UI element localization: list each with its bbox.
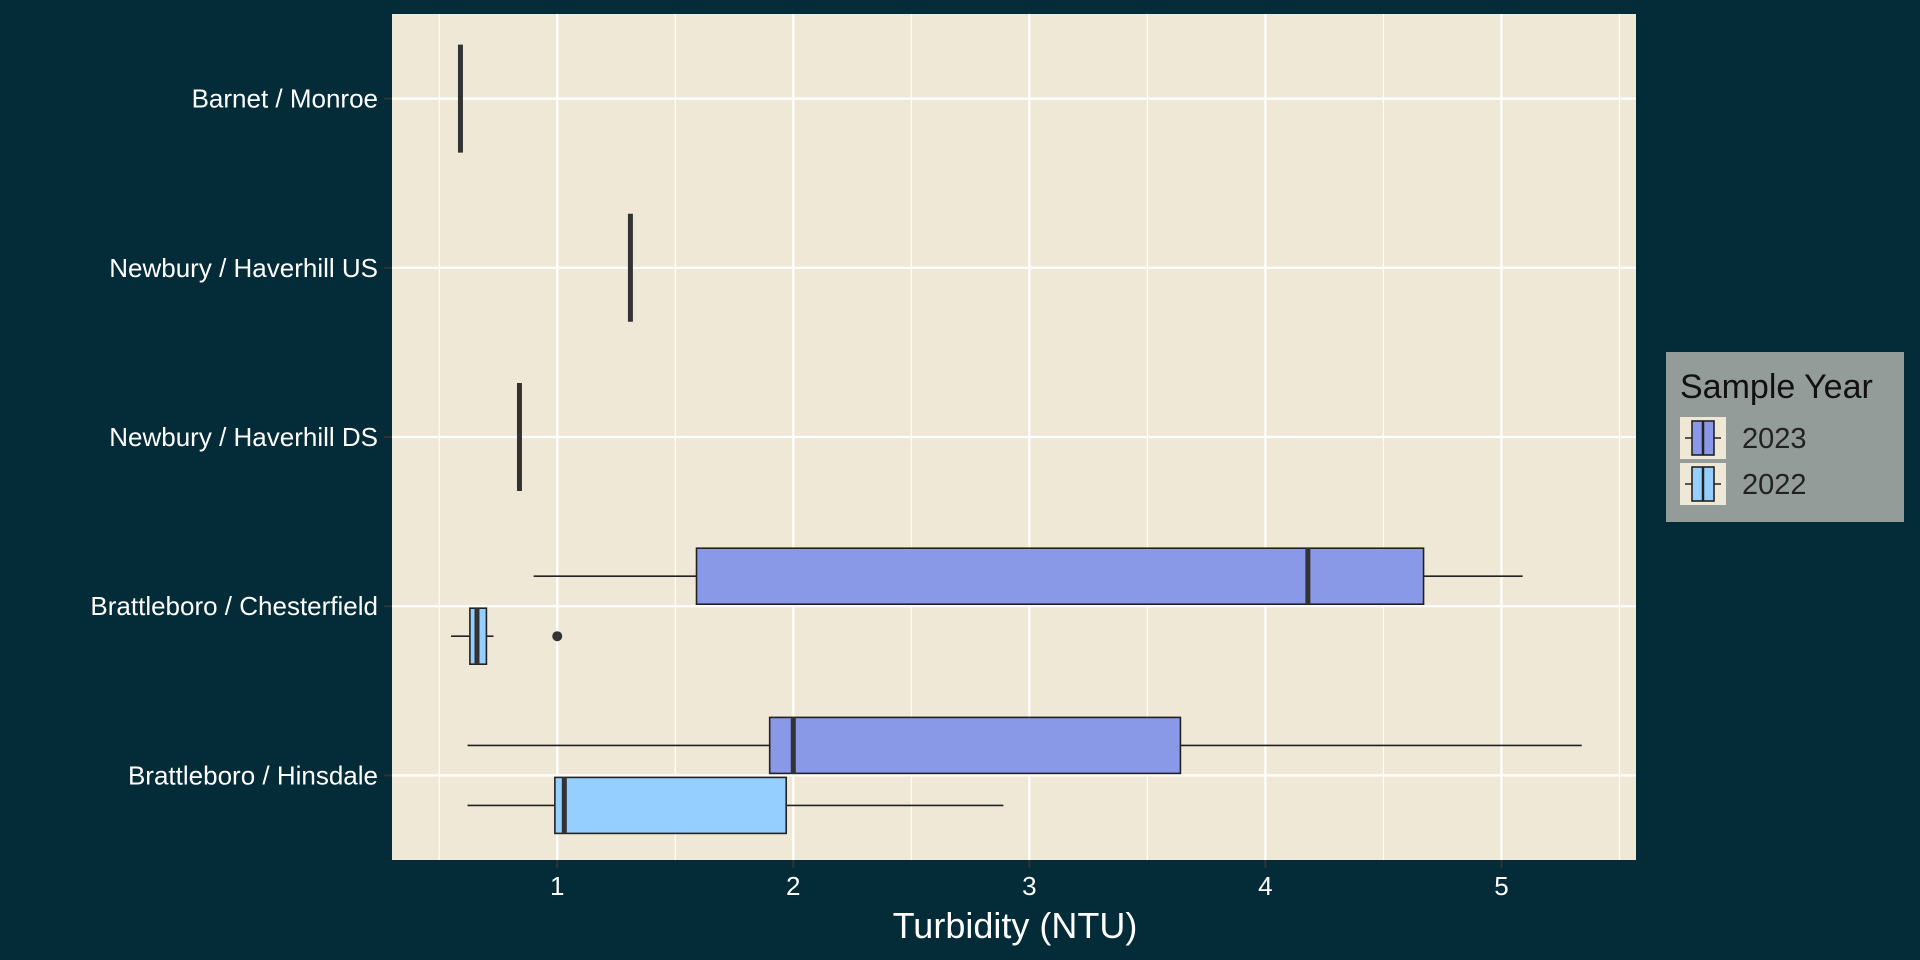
x-tick-label: 2 — [786, 871, 800, 901]
x-axis-title: Turbidity (NTU) — [893, 905, 1138, 946]
legend-entry: 2022 — [1680, 463, 1807, 505]
legend-entry: 2023 — [1680, 417, 1807, 459]
x-axis-ticks: 1 2 3 4 5 — [550, 860, 1509, 901]
box-iqr — [554, 776, 788, 835]
box-iqr — [695, 547, 1425, 606]
x-tick-label: 5 — [1494, 871, 1508, 901]
box-2022 — [467, 776, 1004, 835]
box-2022 — [451, 607, 563, 666]
y-tick-label: Barnet / Monroe — [192, 84, 378, 114]
y-tick-label: Brattleboro / Chesterfield — [90, 591, 378, 621]
box-elements — [451, 44, 1582, 835]
box-2023 — [467, 716, 1582, 775]
legend-entries: 2023 2022 — [1680, 417, 1807, 505]
legend-label: 2022 — [1742, 469, 1807, 501]
x-tick-label: 4 — [1258, 871, 1272, 901]
y-tick-label: Brattleboro / Hinsdale — [128, 760, 378, 790]
x-tick-label: 1 — [550, 871, 564, 901]
outlier-point — [552, 631, 563, 642]
legend-label: 2023 — [1742, 423, 1807, 455]
x-tick-label: 3 — [1022, 871, 1036, 901]
y-tick-label: Newbury / Haverhill DS — [109, 422, 378, 452]
legend: Sample Year 2023 2022 — [1666, 352, 1904, 522]
legend-title: Sample Year — [1680, 368, 1873, 406]
box-2023 — [533, 547, 1523, 606]
y-axis-labels: Barnet / Monroe Newbury / Haverhill US New… — [90, 84, 392, 790]
box-iqr — [768, 716, 1182, 775]
y-tick-label: Newbury / Haverhill US — [109, 253, 378, 283]
